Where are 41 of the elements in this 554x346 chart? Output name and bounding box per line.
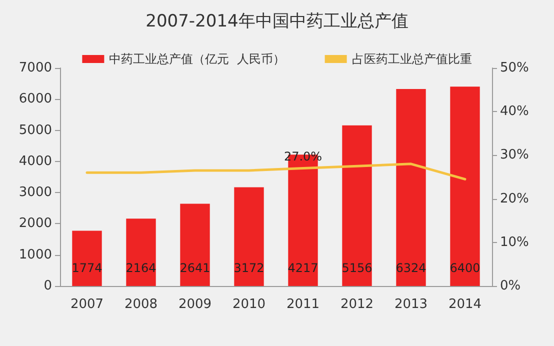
data-label: 1774 — [72, 261, 102, 275]
y2-tick-label: 50% — [500, 60, 529, 76]
y-tick-label: 5000 — [18, 122, 52, 138]
bar — [72, 230, 102, 286]
y-tick-label: 3000 — [18, 185, 52, 200]
data-label: 2164 — [126, 261, 156, 275]
y2-tick-label: 20% — [500, 191, 529, 206]
x-tick-label: 2014 — [448, 297, 482, 312]
bar — [450, 86, 480, 286]
y2-tick-label: 10% — [500, 234, 529, 250]
data-label: 6324 — [396, 261, 426, 275]
data-label: 2641 — [180, 261, 210, 275]
y-tick-label: 0 — [44, 278, 52, 294]
data-label: 5156 — [342, 261, 372, 275]
y2-tick-label: 30% — [500, 148, 529, 163]
bar — [396, 89, 426, 286]
x-tick-label: 2009 — [178, 297, 212, 312]
x-tick-label: 2012 — [340, 297, 374, 312]
y2-tick-label: 40% — [500, 104, 529, 120]
legend-label: 中药工业总产值（亿元 人民币） — [109, 52, 285, 66]
bar — [126, 218, 156, 286]
y-tick-label: 1000 — [18, 247, 52, 262]
y-tick-label: 4000 — [18, 154, 52, 169]
x-tick-label: 2007 — [70, 297, 104, 312]
bar — [180, 204, 210, 286]
legend-label: 占医药工业总产值比重 — [352, 52, 472, 66]
y2-tick-label: 0% — [500, 278, 521, 294]
chart-title: 2007-2014年中国中药工业总产值 — [146, 12, 408, 32]
data-label: 4217 — [288, 261, 318, 275]
line-series — [86, 162, 466, 180]
x-tick-label: 2011 — [286, 297, 320, 312]
y-tick-label: 7000 — [18, 60, 52, 76]
y-tick-label: 2000 — [18, 216, 52, 232]
x-tick-label: 2008 — [124, 297, 158, 312]
x-tick-label: 2010 — [232, 297, 266, 312]
bar — [234, 187, 264, 286]
x-tick-label: 2013 — [394, 297, 428, 312]
data-label: 3172 — [234, 261, 264, 275]
data-label: 6400 — [450, 261, 480, 275]
bar — [342, 125, 372, 286]
y-tick-label: 6000 — [18, 92, 52, 107]
